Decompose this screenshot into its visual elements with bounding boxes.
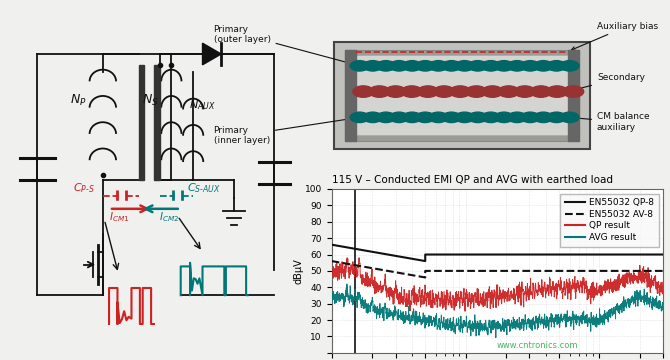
- Ellipse shape: [403, 112, 421, 122]
- Ellipse shape: [521, 112, 540, 122]
- Legend: EN55032 QP-8, EN55032 AV-8, QP result, AVG result: EN55032 QP-8, EN55032 AV-8, QP result, A…: [560, 194, 659, 247]
- Ellipse shape: [547, 86, 567, 97]
- Ellipse shape: [429, 60, 448, 71]
- Ellipse shape: [468, 112, 487, 122]
- Ellipse shape: [498, 86, 519, 97]
- Bar: [354, 55, 570, 135]
- Ellipse shape: [534, 112, 553, 122]
- Text: www.cntronics.com: www.cntronics.com: [496, 341, 578, 350]
- Ellipse shape: [560, 112, 579, 122]
- Ellipse shape: [560, 60, 579, 71]
- Text: Primary
(outer layer): Primary (outer layer): [214, 24, 356, 66]
- Ellipse shape: [416, 60, 435, 71]
- Ellipse shape: [515, 86, 535, 97]
- Text: $N_{AUX}$: $N_{AUX}$: [189, 98, 216, 112]
- Ellipse shape: [403, 60, 421, 71]
- Y-axis label: dBμV: dBμV: [293, 258, 304, 284]
- Ellipse shape: [508, 60, 527, 71]
- Ellipse shape: [369, 86, 390, 97]
- Text: CM balance
auxiliary: CM balance auxiliary: [572, 112, 650, 132]
- Ellipse shape: [531, 86, 551, 97]
- Ellipse shape: [466, 86, 487, 97]
- Text: $C_{P\text{-}S}$: $C_{P\text{-}S}$: [73, 181, 95, 195]
- Text: Auxiliary bias: Auxiliary bias: [572, 22, 658, 50]
- Text: 115 V – Conducted EMI QP and AVG with earthed load: 115 V – Conducted EMI QP and AVG with ea…: [332, 175, 612, 185]
- Bar: [345, 50, 579, 141]
- Polygon shape: [202, 43, 221, 65]
- Ellipse shape: [547, 112, 566, 122]
- Bar: [334, 42, 590, 149]
- Ellipse shape: [385, 86, 406, 97]
- Ellipse shape: [481, 60, 500, 71]
- Ellipse shape: [508, 112, 527, 122]
- Text: $C_{S\text{-}AUX}$: $C_{S\text{-}AUX}$: [187, 181, 221, 195]
- Ellipse shape: [494, 112, 513, 122]
- Ellipse shape: [534, 60, 553, 71]
- Ellipse shape: [482, 86, 503, 97]
- Ellipse shape: [389, 60, 409, 71]
- Ellipse shape: [363, 112, 383, 122]
- Text: $I_{CM1}$: $I_{CM1}$: [109, 210, 129, 224]
- Ellipse shape: [481, 112, 500, 122]
- Ellipse shape: [429, 112, 448, 122]
- Bar: [154, 65, 160, 180]
- Ellipse shape: [563, 86, 584, 97]
- Text: Secondary: Secondary: [572, 73, 645, 91]
- Text: $I_{CM2}$: $I_{CM2}$: [159, 210, 179, 224]
- Ellipse shape: [401, 86, 422, 97]
- Ellipse shape: [547, 60, 566, 71]
- Bar: [345, 50, 356, 141]
- Text: Primary
(inner layer): Primary (inner layer): [214, 117, 356, 145]
- Ellipse shape: [363, 60, 383, 71]
- Ellipse shape: [468, 60, 487, 71]
- Ellipse shape: [350, 60, 369, 71]
- Ellipse shape: [442, 60, 461, 71]
- Ellipse shape: [389, 112, 409, 122]
- Bar: [567, 50, 579, 141]
- Ellipse shape: [494, 60, 513, 71]
- Text: $N_S$: $N_S$: [142, 93, 159, 108]
- Ellipse shape: [350, 112, 369, 122]
- Bar: [139, 65, 144, 180]
- Ellipse shape: [377, 112, 395, 122]
- Ellipse shape: [417, 86, 438, 97]
- Ellipse shape: [450, 86, 470, 97]
- Ellipse shape: [353, 86, 374, 97]
- Ellipse shape: [442, 112, 461, 122]
- Ellipse shape: [455, 60, 474, 71]
- Ellipse shape: [377, 60, 395, 71]
- Ellipse shape: [416, 112, 435, 122]
- Ellipse shape: [455, 112, 474, 122]
- Ellipse shape: [521, 60, 540, 71]
- Text: $N_P$: $N_P$: [70, 93, 86, 108]
- Ellipse shape: [433, 86, 454, 97]
